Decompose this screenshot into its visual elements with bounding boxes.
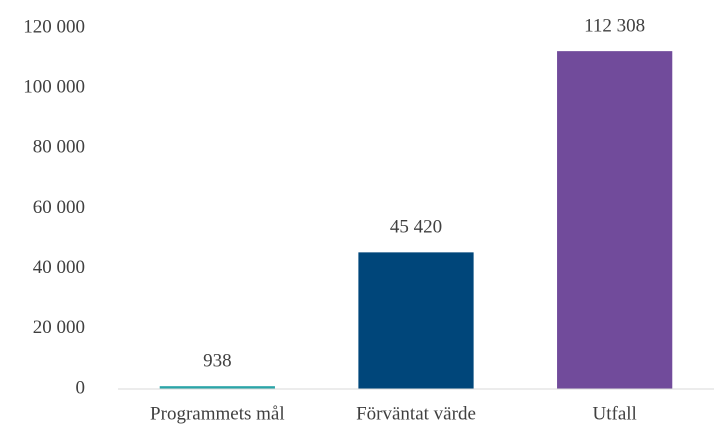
data-label: 112 308 <box>584 15 645 36</box>
bar <box>159 386 275 389</box>
bar <box>557 51 673 389</box>
data-label: 45 420 <box>390 217 442 238</box>
data-label: 938 <box>203 351 232 372</box>
y-tick-label: 40 000 <box>33 257 85 278</box>
x-tick-label: Utfall <box>593 403 637 424</box>
x-tick-label: Programmets mål <box>150 403 285 424</box>
y-tick-label: 120 000 <box>23 16 85 37</box>
y-tick-label: 20 000 <box>33 317 85 338</box>
y-tick-label: 80 000 <box>33 137 85 158</box>
y-tick-label: 60 000 <box>33 197 85 218</box>
y-tick-label: 100 000 <box>23 77 85 98</box>
y-tick-label: 0 <box>76 377 86 398</box>
bar <box>358 252 474 389</box>
x-tick-label: Förväntat värde <box>356 403 476 424</box>
